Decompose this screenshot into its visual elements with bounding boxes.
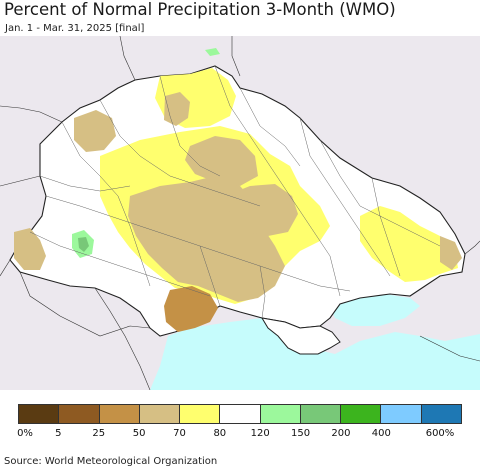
map-title: Percent of Normal Precipitation 3-Month … bbox=[4, 0, 396, 19]
legend-label: 25 bbox=[92, 428, 106, 439]
legend-swatch bbox=[180, 405, 221, 423]
sea-of-azov bbox=[330, 294, 420, 326]
legend-swatch bbox=[19, 405, 60, 423]
legend-swatch bbox=[300, 405, 342, 423]
legend-swatch bbox=[220, 405, 261, 423]
color-legend bbox=[18, 404, 462, 424]
oblast-boundaries bbox=[29, 65, 441, 319]
legend-label: 150 bbox=[290, 428, 311, 439]
zone-25-50 bbox=[164, 286, 218, 332]
legend-swatch bbox=[381, 405, 422, 423]
legend-swatch bbox=[341, 405, 382, 423]
legend-label: 50 bbox=[132, 428, 146, 439]
legend-label: 120 bbox=[250, 428, 270, 439]
zone-50-70-east bbox=[225, 184, 298, 236]
crimea-region bbox=[261, 317, 341, 355]
zone-120-150-north bbox=[205, 48, 220, 56]
zone-70-80-east bbox=[360, 206, 458, 282]
zone-150-200 bbox=[78, 237, 89, 252]
legend-swatch bbox=[59, 405, 100, 423]
legend-swatch bbox=[99, 405, 140, 423]
legend-label: 5 bbox=[55, 428, 62, 439]
legend-swatch bbox=[421, 405, 461, 423]
legend-swatch bbox=[139, 405, 181, 423]
legend-label: 70 bbox=[173, 428, 186, 439]
zone-50-70-far-east bbox=[440, 236, 462, 270]
zone-50-70-west bbox=[14, 228, 46, 270]
legend-labels: 0% 5 25 50 70 80 120 150 200 400 600% bbox=[0, 428, 480, 442]
legend-label: 600% bbox=[425, 428, 455, 439]
legend-label: 80 bbox=[213, 428, 227, 439]
precipitation-shading bbox=[14, 48, 462, 332]
legend-label: 0% bbox=[17, 428, 33, 439]
map-subtitle: Jan. 1 - Mar. 31, 2025 [final] bbox=[5, 23, 145, 34]
legend-swatch bbox=[260, 405, 301, 423]
legend-label: 400 bbox=[371, 428, 391, 439]
neighbor-borders bbox=[0, 36, 480, 390]
legend-label: 200 bbox=[331, 428, 351, 439]
source-credit: Source: World Meteorological Organizatio… bbox=[4, 456, 218, 467]
zone-50-70-nw bbox=[74, 110, 116, 152]
zone-50-70-north bbox=[185, 136, 258, 186]
precipitation-map bbox=[0, 36, 480, 390]
